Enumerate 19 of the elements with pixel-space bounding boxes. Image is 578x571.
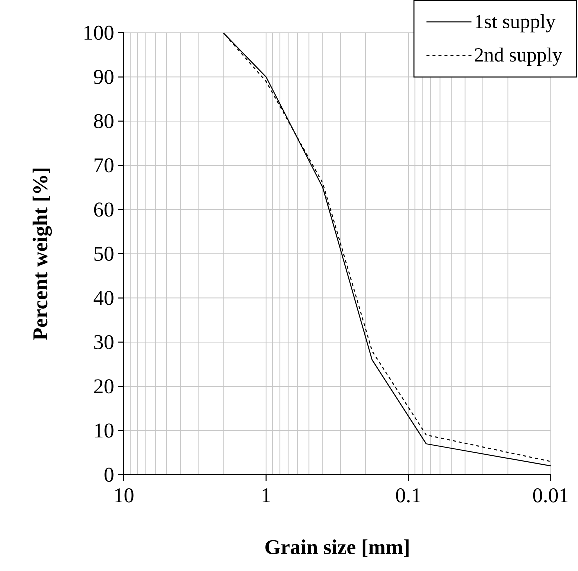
y-tick-label: 40 <box>94 291 114 306</box>
y-tick-label: 100 <box>84 26 114 40</box>
x-tick-label: 1 <box>262 488 270 502</box>
y-tick-label: 0 <box>104 468 114 482</box>
y-tick-label: 60 <box>94 202 114 217</box>
y-tick-label: 30 <box>94 335 114 350</box>
y-axis-title: Percent weight [%] <box>32 168 52 340</box>
x-tick-label: 0.1 <box>396 488 421 503</box>
y-tick-label: 90 <box>94 70 114 84</box>
legend-label: 2nd supply <box>475 48 562 66</box>
x-tick-label: 10 <box>115 488 134 503</box>
x-tick-label: 0.01 <box>533 488 568 503</box>
y-tick-label: 20 <box>94 380 114 394</box>
y-tick-label: 80 <box>94 114 114 128</box>
y-tick-label: 70 <box>94 158 114 173</box>
x-axis-title: Grain size [mm] <box>266 540 409 558</box>
y-tick-label: 10 <box>95 424 114 438</box>
legend-label: 1st supply <box>476 14 556 33</box>
y-tick-label: 50 <box>94 246 114 262</box>
